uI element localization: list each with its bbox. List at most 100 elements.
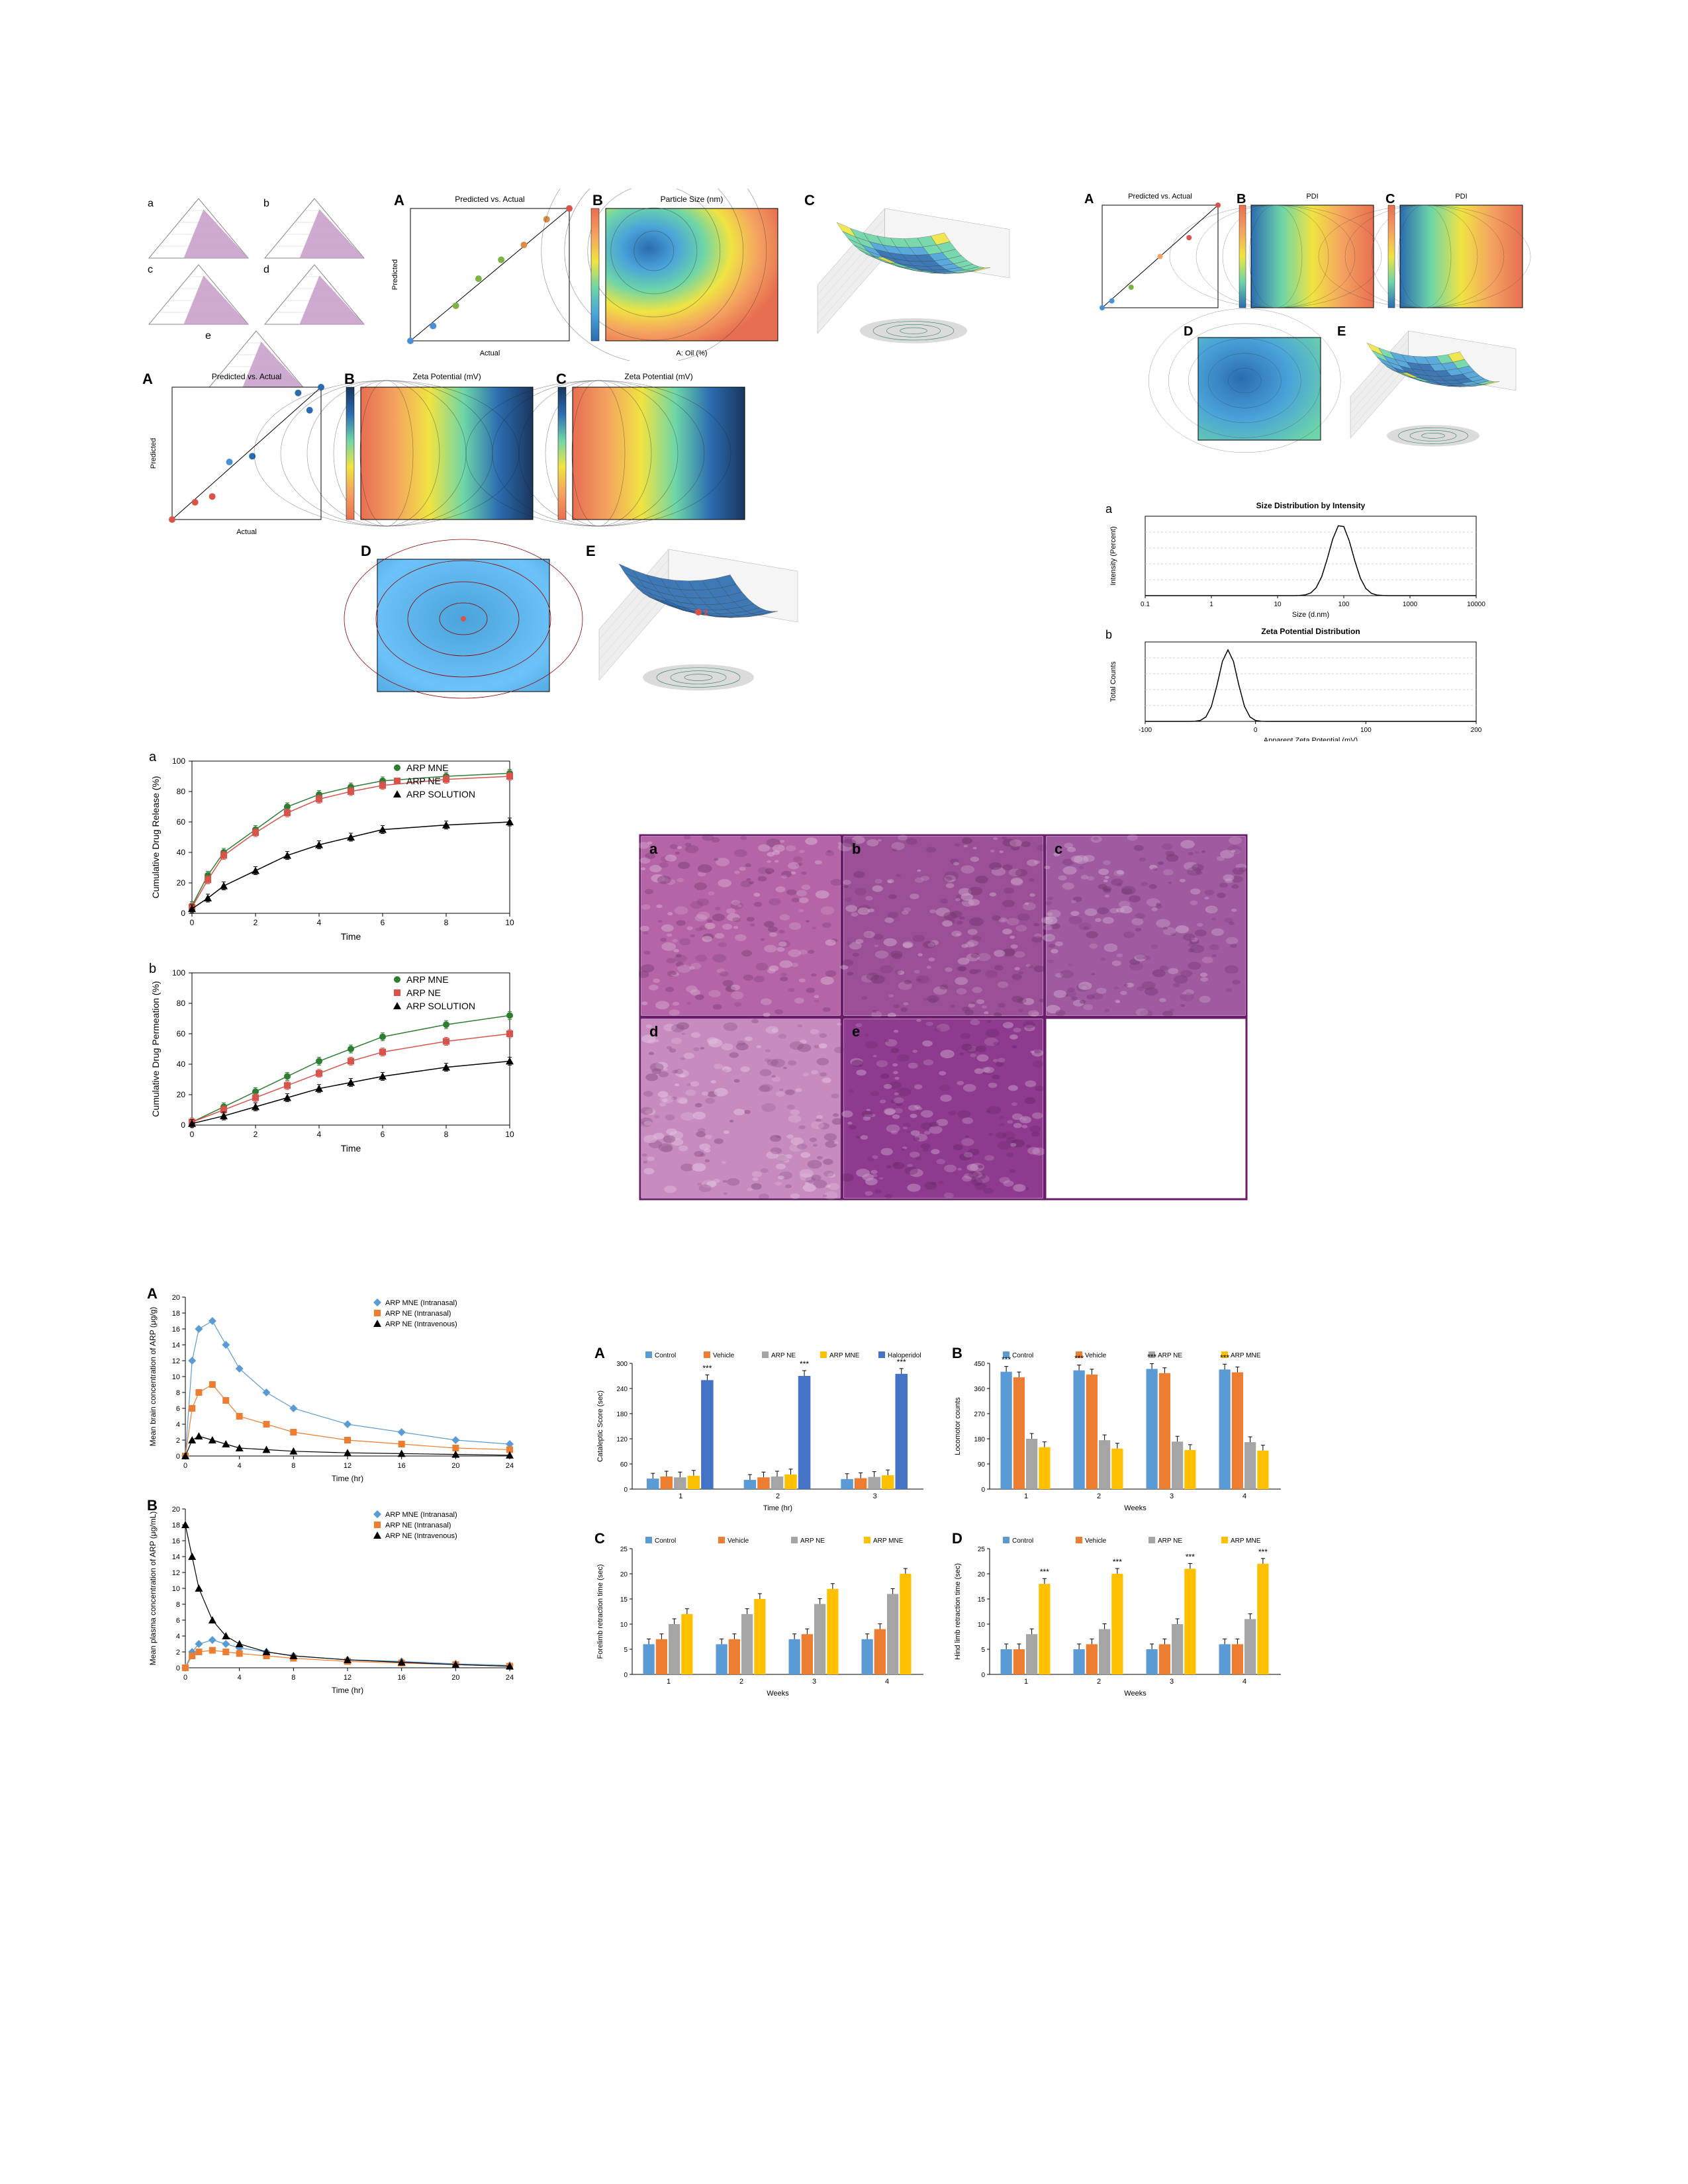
- svg-text:***: ***: [1186, 1552, 1195, 1561]
- svg-text:PDI: PDI: [1455, 193, 1467, 201]
- svg-text:60: 60: [177, 817, 186, 827]
- svg-text:0: 0: [981, 1486, 985, 1494]
- svg-text:1: 1: [1024, 1492, 1028, 1500]
- svg-text:ARP MNE: ARP MNE: [406, 974, 449, 985]
- svg-text:0: 0: [1254, 727, 1258, 734]
- svg-text:ARP NE: ARP NE: [1158, 1352, 1182, 1359]
- svg-text:120: 120: [616, 1436, 628, 1443]
- svg-text:C: C: [1385, 192, 1395, 206]
- svg-text:Mean plasma concentration of A: Mean plasma concentration of ARP (μg/mL): [148, 1512, 158, 1666]
- svg-text:15: 15: [978, 1596, 986, 1604]
- svg-text:0.1: 0.1: [1141, 601, 1150, 608]
- svg-text:2: 2: [176, 1649, 180, 1657]
- svg-text:4: 4: [176, 1633, 180, 1641]
- svg-text:2: 2: [254, 918, 258, 927]
- svg-text:Predicted vs. Actual: Predicted vs. Actual: [212, 372, 281, 381]
- svg-text:ARP NE: ARP NE: [771, 1352, 796, 1359]
- svg-text:C: C: [556, 371, 567, 387]
- svg-text:Cumulative Drug Release (%): Cumulative Drug Release (%): [150, 776, 161, 898]
- svg-text:1: 1: [667, 1678, 671, 1686]
- svg-text:Zeta Potential Distribution: Zeta Potential Distribution: [1261, 627, 1360, 636]
- svg-text:3: 3: [812, 1678, 816, 1686]
- svg-text:Weeks: Weeks: [767, 1690, 789, 1698]
- svg-text:Control: Control: [655, 1352, 676, 1359]
- svg-text:***: ***: [1040, 1567, 1049, 1576]
- svg-text:0: 0: [183, 1674, 187, 1682]
- svg-text:4: 4: [238, 1674, 242, 1682]
- svg-text:5: 5: [981, 1647, 985, 1654]
- svg-text:4: 4: [176, 1421, 180, 1429]
- svg-text:20: 20: [177, 878, 186, 887]
- svg-text:C: C: [804, 192, 815, 208]
- svg-text:0: 0: [190, 1130, 195, 1139]
- svg-text:d: d: [649, 1023, 658, 1040]
- svg-text:ARP NE: ARP NE: [406, 987, 441, 998]
- svg-text:Vehicle: Vehicle: [1085, 1352, 1107, 1359]
- svg-text:b: b: [263, 198, 269, 209]
- svg-text:D: D: [952, 1530, 962, 1547]
- svg-text:E: E: [1337, 324, 1346, 339]
- ternary-grid: abcde: [136, 192, 374, 397]
- svg-text:Actual: Actual: [236, 528, 257, 536]
- svg-text:10: 10: [505, 918, 514, 927]
- svg-text:6: 6: [381, 918, 385, 927]
- svg-text:1000: 1000: [1403, 601, 1418, 608]
- svg-text:4: 4: [885, 1678, 889, 1686]
- svg-text:180: 180: [974, 1436, 985, 1443]
- svg-text:ARP MNE: ARP MNE: [873, 1537, 904, 1545]
- svg-text:Cataleptic Score (sec): Cataleptic Score (sec): [596, 1390, 604, 1462]
- svg-text:20: 20: [172, 1506, 180, 1514]
- svg-text:18: 18: [172, 1310, 180, 1318]
- svg-text:Control: Control: [1012, 1537, 1033, 1545]
- svg-text:***: ***: [1220, 1353, 1229, 1362]
- svg-text:270: 270: [974, 1411, 985, 1418]
- svg-text:10: 10: [172, 1373, 180, 1381]
- svg-text:B: B: [147, 1497, 158, 1514]
- svg-text:40: 40: [177, 1060, 186, 1069]
- svg-text:Mean brain concentration of AR: Mean brain concentration of ARP (μg/g): [148, 1307, 158, 1447]
- svg-text:Time (hr): Time (hr): [332, 1686, 363, 1695]
- pk-charts: A0481216202402468101214161820Time (hr)Me…: [139, 1284, 563, 1707]
- svg-text:ARP MNE: ARP MNE: [406, 762, 449, 773]
- svg-text:A: A: [142, 371, 153, 387]
- svg-text:100: 100: [172, 756, 185, 766]
- svg-text:PDI: PDI: [1306, 193, 1318, 201]
- svg-text:240: 240: [616, 1386, 628, 1393]
- svg-text:4: 4: [1243, 1678, 1246, 1686]
- svg-text:Locomotor counts: Locomotor counts: [954, 1397, 962, 1455]
- svg-text:Vehicle: Vehicle: [727, 1537, 749, 1545]
- svg-text:Particle Size (nm): Particle Size (nm): [661, 195, 724, 204]
- svg-text:20: 20: [451, 1674, 459, 1682]
- svg-text:10: 10: [620, 1621, 628, 1629]
- svg-text:6: 6: [176, 1405, 180, 1413]
- svg-text:ARP MNE (Intranasal): ARP MNE (Intranasal): [385, 1299, 457, 1307]
- svg-text:B: B: [952, 1345, 962, 1361]
- svg-text:ARP MNE (Intranasal): ARP MNE (Intranasal): [385, 1511, 457, 1519]
- svg-text:0: 0: [190, 918, 195, 927]
- svg-text:300: 300: [616, 1361, 628, 1368]
- svg-text:3: 3: [1170, 1678, 1174, 1686]
- svg-text:Weeks: Weeks: [1124, 1690, 1147, 1698]
- svg-text:12: 12: [172, 1357, 180, 1365]
- svg-text:Predicted: Predicted: [150, 438, 158, 469]
- svg-text:***: ***: [1113, 1557, 1122, 1567]
- svg-text:ARP NE (Intranasal): ARP NE (Intranasal): [385, 1522, 451, 1529]
- svg-text:-100: -100: [1139, 727, 1152, 734]
- svg-text:20: 20: [177, 1090, 186, 1099]
- svg-text:60: 60: [620, 1461, 628, 1469]
- svg-text:15: 15: [620, 1596, 628, 1604]
- svg-text:80: 80: [177, 787, 186, 796]
- svg-text:Forelimb retraction time (sec): Forelimb retraction time (sec): [596, 1564, 604, 1659]
- svg-text:Weeks: Weeks: [1124, 1504, 1147, 1512]
- svg-text:16: 16: [398, 1674, 406, 1682]
- svg-text:Intensity (Percent): Intensity (Percent): [1109, 526, 1117, 585]
- svg-text:6: 6: [381, 1130, 385, 1139]
- ternary-svg: abcde: [136, 192, 374, 397]
- svg-text:12: 12: [172, 1569, 180, 1577]
- svg-text:a: a: [149, 750, 157, 764]
- svg-text:e: e: [205, 330, 211, 341]
- svg-text:360: 360: [974, 1386, 985, 1393]
- svg-text:A: A: [1084, 192, 1094, 206]
- svg-text:4: 4: [317, 1130, 322, 1139]
- svg-text:a: a: [649, 841, 658, 857]
